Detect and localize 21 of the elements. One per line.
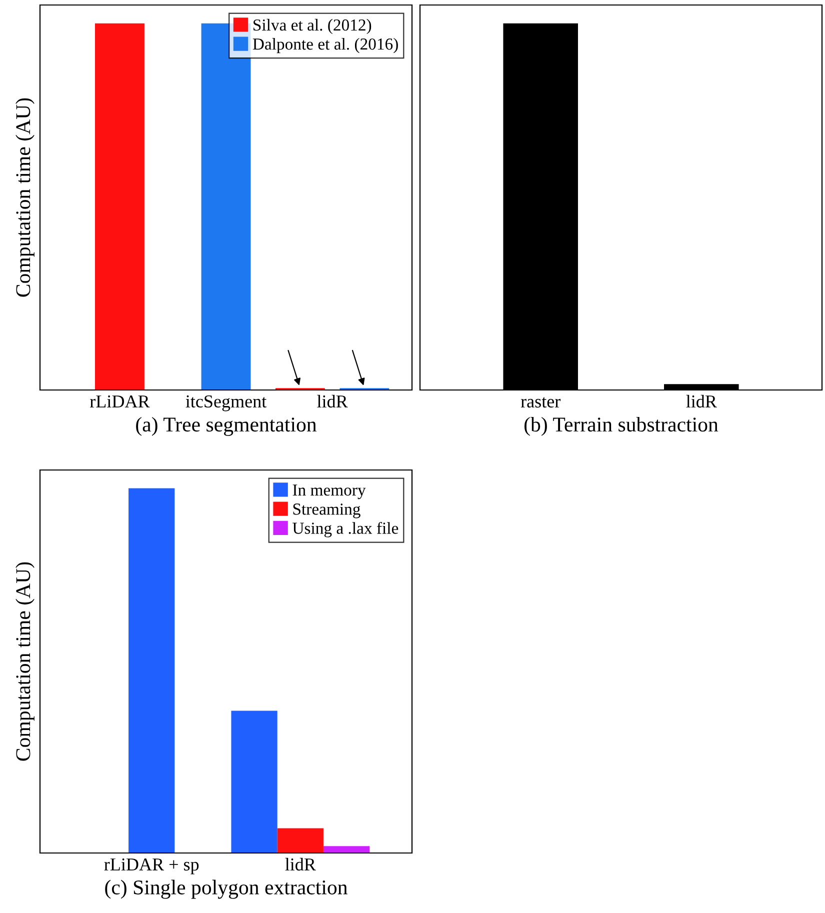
legend-label: Using a .lax file (292, 522, 398, 538)
x-tick-label: rLiDAR (90, 395, 150, 408)
bar (128, 488, 175, 853)
text: (c) Single polygon extraction (105, 880, 348, 899)
text: (a) Tree segmentation (136, 416, 317, 436)
bar (277, 828, 324, 853)
x-tick-label: itcSegment (186, 395, 267, 412)
legend-label: Dalponte et al. (2016) (252, 38, 398, 54)
y-axis-title: Computation time (AU) (16, 98, 34, 297)
x-tick-label: raster (520, 397, 560, 408)
x-tick-label: lidR (317, 394, 348, 408)
legend-label: Silva et al. (2012) (254, 18, 372, 34)
x-tick-label: lidR (285, 858, 316, 871)
legend-label: In memory (292, 484, 366, 500)
y-axis-title: Computation time (AU) (16, 562, 34, 761)
text: (b) Terrain substraction (524, 416, 718, 436)
bar (323, 846, 370, 853)
x-tick-label: rLiDAR + sp (104, 858, 199, 874)
bar (231, 710, 278, 853)
legend-label: Streaming (293, 504, 360, 518)
x-tick-label: lidR (686, 394, 717, 408)
